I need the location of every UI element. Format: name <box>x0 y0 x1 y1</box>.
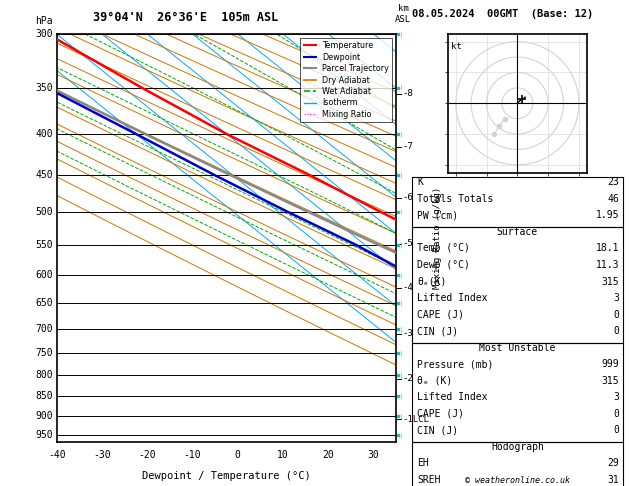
Text: 650: 650 <box>36 298 53 308</box>
Text: 600: 600 <box>36 270 53 280</box>
Text: 450: 450 <box>36 170 53 180</box>
Text: Pressure (mb): Pressure (mb) <box>417 359 493 369</box>
Text: 850: 850 <box>36 391 53 401</box>
Text: |: | <box>399 31 403 37</box>
Text: km
ASL: km ASL <box>395 4 411 24</box>
Text: |: | <box>399 209 403 214</box>
Text: 3: 3 <box>613 293 619 303</box>
Text: |: | <box>399 372 403 378</box>
Text: CAPE (J): CAPE (J) <box>417 310 464 320</box>
Text: 900: 900 <box>36 411 53 421</box>
Text: 23: 23 <box>607 177 619 188</box>
Text: |: | <box>399 326 403 331</box>
Text: CAPE (J): CAPE (J) <box>417 409 464 419</box>
Text: 0: 0 <box>613 310 619 320</box>
Text: 3: 3 <box>613 392 619 402</box>
Text: |: | <box>399 414 403 419</box>
Text: |: | <box>399 173 403 178</box>
Text: θₑ(K): θₑ(K) <box>417 277 447 287</box>
Text: 315: 315 <box>601 277 619 287</box>
Text: 46: 46 <box>607 194 619 204</box>
Text: -7: -7 <box>403 142 413 152</box>
Text: |: | <box>399 300 403 306</box>
Text: CIN (J): CIN (J) <box>417 326 458 336</box>
Text: θₑ (K): θₑ (K) <box>417 376 452 386</box>
Text: |: | <box>399 432 403 438</box>
Text: 800: 800 <box>36 370 53 380</box>
Text: -5: -5 <box>403 239 413 248</box>
Text: 11.3: 11.3 <box>596 260 619 270</box>
Text: 750: 750 <box>36 348 53 358</box>
Text: EH: EH <box>417 458 429 469</box>
Text: 0: 0 <box>235 451 241 460</box>
Text: Mixing Ratio (g/kg): Mixing Ratio (g/kg) <box>433 187 442 289</box>
Text: 500: 500 <box>36 207 53 217</box>
Text: -40: -40 <box>48 451 65 460</box>
Text: Temp (°C): Temp (°C) <box>417 243 470 254</box>
Text: 31: 31 <box>607 475 619 485</box>
Text: 315: 315 <box>601 376 619 386</box>
Text: |: | <box>399 272 403 278</box>
Text: PW (cm): PW (cm) <box>417 210 458 221</box>
Text: 0: 0 <box>613 425 619 435</box>
Text: |: | <box>399 85 403 90</box>
Text: Totals Totals: Totals Totals <box>417 194 493 204</box>
Text: 400: 400 <box>36 129 53 139</box>
Text: Most Unstable: Most Unstable <box>479 343 555 353</box>
Text: SREH: SREH <box>417 475 440 485</box>
Text: CIN (J): CIN (J) <box>417 425 458 435</box>
Text: K: K <box>417 177 423 188</box>
Text: 999: 999 <box>601 359 619 369</box>
Text: Lifted Index: Lifted Index <box>417 392 487 402</box>
Text: © weatheronline.co.uk: © weatheronline.co.uk <box>465 475 570 485</box>
Text: 30: 30 <box>368 451 379 460</box>
Text: 350: 350 <box>36 83 53 93</box>
Text: -30: -30 <box>93 451 111 460</box>
Text: 0: 0 <box>613 326 619 336</box>
Text: 1.95: 1.95 <box>596 210 619 221</box>
Text: Lifted Index: Lifted Index <box>417 293 487 303</box>
Text: 18.1: 18.1 <box>596 243 619 254</box>
Text: 10: 10 <box>277 451 289 460</box>
Text: 29: 29 <box>607 458 619 469</box>
Text: 700: 700 <box>36 324 53 334</box>
Text: 39°04'N  26°36'E  105m ASL: 39°04'N 26°36'E 105m ASL <box>93 11 278 24</box>
Text: |: | <box>399 350 403 356</box>
Text: -8: -8 <box>403 89 413 98</box>
Text: |: | <box>399 131 403 137</box>
Text: Dewpoint / Temperature (°C): Dewpoint / Temperature (°C) <box>142 471 311 481</box>
Text: |: | <box>399 242 403 248</box>
Text: 0: 0 <box>613 409 619 419</box>
Text: |: | <box>399 394 403 399</box>
Text: -3: -3 <box>403 329 413 338</box>
Text: Hodograph: Hodograph <box>491 442 544 452</box>
Text: -6: -6 <box>403 193 413 202</box>
Text: hPa: hPa <box>36 16 53 26</box>
Text: -10: -10 <box>184 451 201 460</box>
Text: -1LCL: -1LCL <box>403 415 429 424</box>
Text: 08.05.2024  00GMT  (Base: 12): 08.05.2024 00GMT (Base: 12) <box>412 9 593 19</box>
Text: Surface: Surface <box>497 227 538 237</box>
Legend: Temperature, Dewpoint, Parcel Trajectory, Dry Adiabat, Wet Adiabat, Isotherm, Mi: Temperature, Dewpoint, Parcel Trajectory… <box>301 38 392 122</box>
Text: Dewp (°C): Dewp (°C) <box>417 260 470 270</box>
Text: 300: 300 <box>36 29 53 39</box>
Text: -2: -2 <box>403 374 413 383</box>
Text: -4: -4 <box>403 283 413 292</box>
Text: 20: 20 <box>323 451 334 460</box>
Text: 950: 950 <box>36 430 53 440</box>
Text: kt: kt <box>451 42 462 51</box>
Text: -20: -20 <box>138 451 156 460</box>
Text: 550: 550 <box>36 240 53 250</box>
